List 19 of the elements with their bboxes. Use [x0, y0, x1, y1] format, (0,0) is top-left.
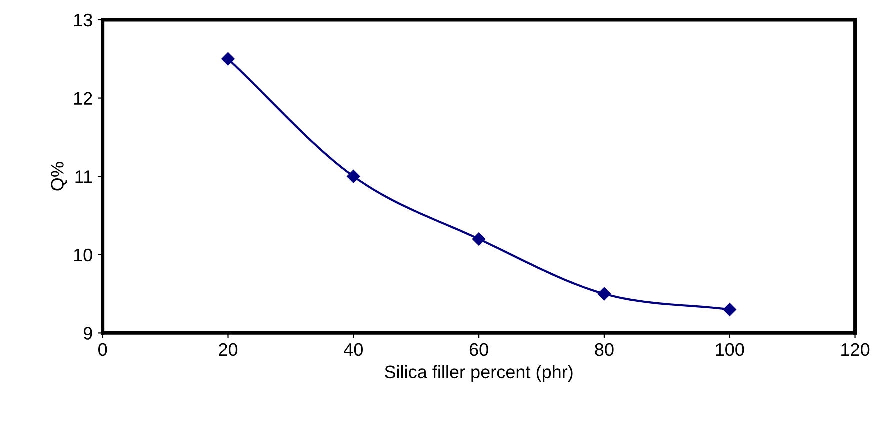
x-tick-label: 80: [595, 343, 614, 356]
x-tick-label: 120: [842, 343, 870, 356]
y-tick-label: 12: [74, 92, 92, 105]
y-axis-title: Q%: [51, 162, 68, 191]
y-tick-label: 13: [74, 14, 92, 27]
x-tick-label: 60: [470, 343, 488, 356]
point: [472, 232, 486, 246]
x-axis-title: Silica filler percent (phr): [385, 365, 573, 382]
y-tick-label: 9: [84, 327, 92, 340]
x-tick-label: 0: [98, 343, 108, 356]
x-tick-label: 100: [716, 343, 744, 356]
y-tick-label: 11: [76, 170, 92, 184]
x-tick-label: 20: [219, 343, 238, 356]
point: [222, 52, 235, 66]
x-tick-label: 40: [344, 343, 363, 356]
y-tick-label: 10: [74, 248, 92, 262]
point: [598, 287, 612, 301]
point: [723, 303, 736, 316]
point: [347, 170, 360, 184]
